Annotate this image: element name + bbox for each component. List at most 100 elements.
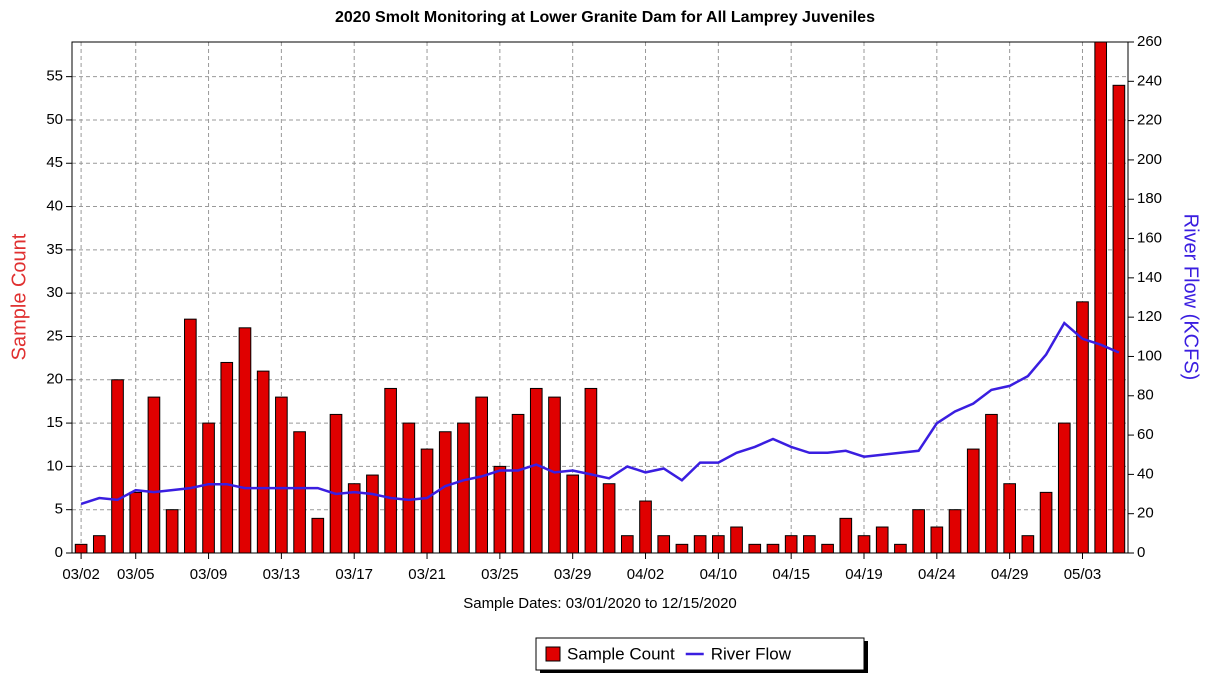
- y-tick-label: 35: [46, 241, 63, 258]
- legend-label: River Flow: [711, 644, 792, 663]
- bar: [657, 535, 671, 553]
- bar: [712, 535, 725, 553]
- y2-tick-label: 200: [1137, 151, 1162, 168]
- bar: [639, 500, 652, 553]
- bar: [384, 387, 397, 553]
- bar: [821, 543, 834, 553]
- line: [80, 321, 1120, 506]
- bar: [584, 387, 598, 553]
- y-axis-title: Sample Count: [8, 233, 30, 360]
- bar: [111, 379, 124, 553]
- series-group: [74, 42, 1126, 553]
- bar: [529, 387, 543, 553]
- bar: [420, 448, 434, 553]
- x-tick-label: 04/19: [845, 566, 883, 583]
- bar: [693, 535, 707, 553]
- x-tick-label: 04/10: [700, 566, 738, 583]
- y2-tick-label: 160: [1137, 230, 1162, 247]
- legend: Sample Count River Flow: [535, 637, 868, 673]
- y-tick-label: 45: [46, 154, 63, 171]
- y2-tick-label: 60: [1137, 426, 1154, 443]
- bar: [675, 543, 689, 553]
- x-tick-label: 03/17: [335, 566, 373, 583]
- bar: [1057, 422, 1071, 553]
- bar: [748, 543, 762, 553]
- x-tick-label: 04/15: [772, 566, 810, 583]
- bar: [147, 396, 161, 553]
- bar: [366, 474, 379, 553]
- y2-tick-label: 100: [1137, 347, 1162, 364]
- bar: [839, 517, 853, 553]
- bar: [457, 422, 470, 553]
- bar: [311, 517, 325, 553]
- bar: [566, 474, 580, 553]
- bar: [438, 431, 452, 553]
- bar: [238, 327, 252, 553]
- bar: [1094, 42, 1108, 553]
- bar: [92, 535, 106, 553]
- x-tick-label: 03/25: [481, 566, 519, 583]
- legend-label: Sample Count: [567, 644, 675, 663]
- legend-swatch: [545, 646, 561, 662]
- bar: [894, 543, 907, 553]
- bar: [1003, 483, 1016, 553]
- y-tick-label: 55: [46, 68, 63, 85]
- bar: [129, 491, 143, 553]
- x-tick-label: 03/02: [62, 566, 100, 583]
- bar: [620, 535, 634, 553]
- y2-tick-label: 20: [1137, 505, 1154, 522]
- x-tick-label: 03/21: [408, 566, 446, 583]
- x-tick-label: 03/05: [117, 566, 155, 583]
- bar: [875, 526, 889, 553]
- bar: [275, 396, 288, 553]
- bar: [1021, 535, 1035, 553]
- y2-tick-label: 180: [1137, 190, 1162, 207]
- x-tick-label: 04/29: [991, 566, 1029, 583]
- bar: [766, 543, 780, 553]
- bar: [930, 526, 944, 553]
- y-tick-label: 40: [46, 198, 63, 215]
- bar: [202, 422, 215, 553]
- y-tick-label: 20: [46, 371, 63, 388]
- y2-tick-label: 80: [1137, 387, 1154, 404]
- x-tick-label: 05/03: [1064, 566, 1102, 583]
- bar: [1112, 84, 1126, 553]
- y2-tick-label: 240: [1137, 72, 1162, 89]
- y-tick-label: 15: [46, 414, 63, 431]
- plot-frame: [71, 41, 1129, 554]
- y2-tick-label: 120: [1137, 308, 1162, 325]
- bar: [548, 396, 561, 553]
- bar: [912, 509, 925, 553]
- y-tick-label: 50: [46, 111, 63, 128]
- bar: [74, 543, 88, 553]
- y2-tick-label: 220: [1137, 112, 1162, 129]
- y-tick-label: 10: [46, 457, 63, 474]
- bar: [948, 509, 962, 553]
- y-tick-label: 30: [46, 284, 63, 301]
- chart-title: 2020 Smolt Monitoring at Lower Granite D…: [335, 9, 875, 26]
- bar: [256, 370, 270, 553]
- bar: [511, 413, 525, 553]
- y-tick-label: 0: [55, 544, 63, 561]
- legend-box: [535, 637, 865, 671]
- y2-tick-label: 0: [1137, 544, 1145, 561]
- x-tick-label: 03/13: [263, 566, 301, 583]
- bar: [985, 413, 998, 553]
- y2-tick-label: 140: [1137, 269, 1162, 286]
- bar: [293, 431, 306, 553]
- x-tick-label: 04/02: [627, 566, 665, 583]
- bar: [347, 483, 361, 553]
- bar: [1039, 491, 1053, 553]
- bar: [730, 526, 743, 553]
- bar: [165, 509, 179, 553]
- y2-axis-title: River Flow (KCFS): [1180, 214, 1202, 381]
- bar: [803, 535, 816, 553]
- x-tick-label: 03/09: [190, 566, 228, 583]
- y2-tick-label: 260: [1137, 33, 1162, 50]
- y-tick-label: 5: [55, 501, 63, 518]
- x-tick-label: 04/24: [918, 566, 956, 583]
- bar: [329, 413, 343, 553]
- bar: [966, 448, 980, 553]
